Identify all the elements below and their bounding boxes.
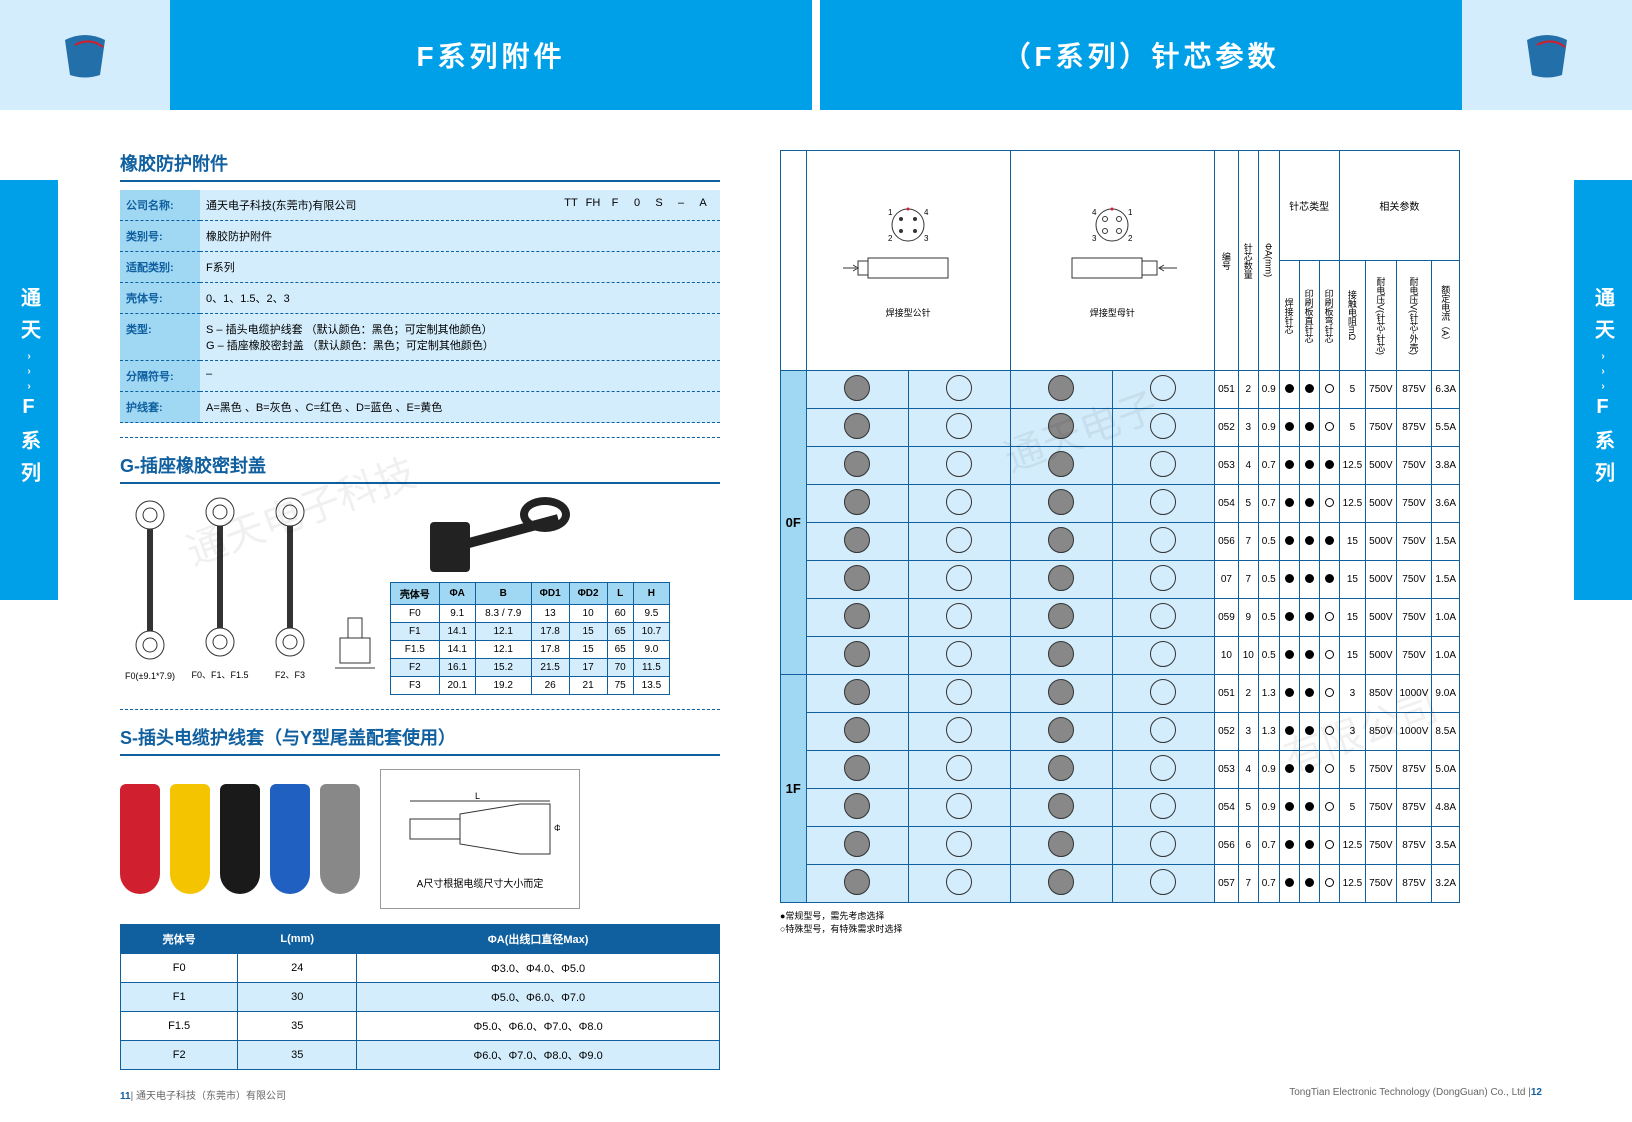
g-param-table: 壳体号ΦABΦD1ΦD2LH F09.18.3 / 7.91310609.5F1…	[390, 582, 670, 695]
pin-legend: ●常规型号，需先考虑选择 ○特殊型号，有特殊需求时选择	[780, 909, 1460, 935]
sleeve	[120, 784, 160, 894]
svg-text:4: 4	[1092, 208, 1097, 217]
logo-right	[1462, 0, 1632, 110]
svg-text:2: 2	[888, 234, 893, 243]
sleeve	[320, 784, 360, 894]
title-left: F系列附件	[170, 0, 812, 110]
svg-text:3: 3	[924, 234, 929, 243]
g-cap-photo	[390, 492, 590, 582]
sleeve	[170, 784, 210, 894]
s-table: 壳体号L(mm)ΦA(出线口直径Max) F024Φ3.0、Φ4.0、Φ5.0F…	[120, 924, 720, 1070]
sleeve-images	[120, 764, 360, 914]
svg-text:2: 2	[1128, 234, 1133, 243]
svg-text:1: 1	[1128, 208, 1133, 217]
g-diagram-1	[120, 495, 180, 665]
page-footer: 11| 通天电子科技（东莞市）有限公司 TongTian Electronic …	[120, 1087, 1542, 1102]
logo-left	[0, 0, 170, 110]
g-diagram-3	[260, 492, 320, 662]
svg-text:3: 3	[1092, 234, 1097, 243]
side-tab-left: 通天›››F系列	[0, 180, 58, 600]
title-right: （F系列）针芯参数	[820, 0, 1462, 110]
sleeve	[270, 784, 310, 894]
g-diagram-2	[190, 492, 250, 662]
svg-text:L: L	[475, 791, 480, 801]
rubber-title: 橡胶防护附件	[120, 150, 720, 182]
s-title: S-插头电缆护线套（与Y型尾盖配套使用）	[120, 724, 720, 756]
s-dimension-diagram: LΦA A尺寸根据电缆尺寸大小而定	[380, 769, 580, 909]
main-content: 橡胶防护附件 公司名称:通天电子科技(东莞市)有限公司TTFHF0S–A类别号:…	[0, 110, 1632, 1090]
g-diagram-section	[330, 508, 380, 678]
g-diagrams-row: F0(±9.1*7.9) F0、F1、F1.5 F2、F3 壳体号ΦABΦD1Φ…	[120, 492, 720, 695]
svg-text:4: 4	[924, 208, 929, 217]
left-column: 橡胶防护附件 公司名称:通天电子科技(东莞市)有限公司TTFHF0S–A类别号:…	[120, 150, 720, 1070]
right-column: 1423 焊接型公针 4132 焊接型母针	[780, 150, 1460, 1070]
rubber-spec-table: 公司名称:通天电子科技(东莞市)有限公司TTFHF0S–A类别号:橡胶防护附件适…	[120, 190, 720, 423]
side-tab-right: 通天›››F系列	[1574, 180, 1632, 600]
female-pin-diagram: 4 1 3 2	[1042, 203, 1182, 303]
male-pin-diagram: 1 4 2 3	[838, 203, 978, 303]
pin-param-table: 1423 焊接型公针 4132 焊接型母针	[780, 150, 1460, 903]
g-title: G-插座橡胶密封盖	[120, 452, 720, 484]
sleeve	[220, 784, 260, 894]
svg-text:ΦA: ΦA	[554, 823, 560, 833]
page-header: F系列附件 （F系列）针芯参数	[0, 0, 1632, 110]
svg-text:1: 1	[888, 208, 893, 217]
